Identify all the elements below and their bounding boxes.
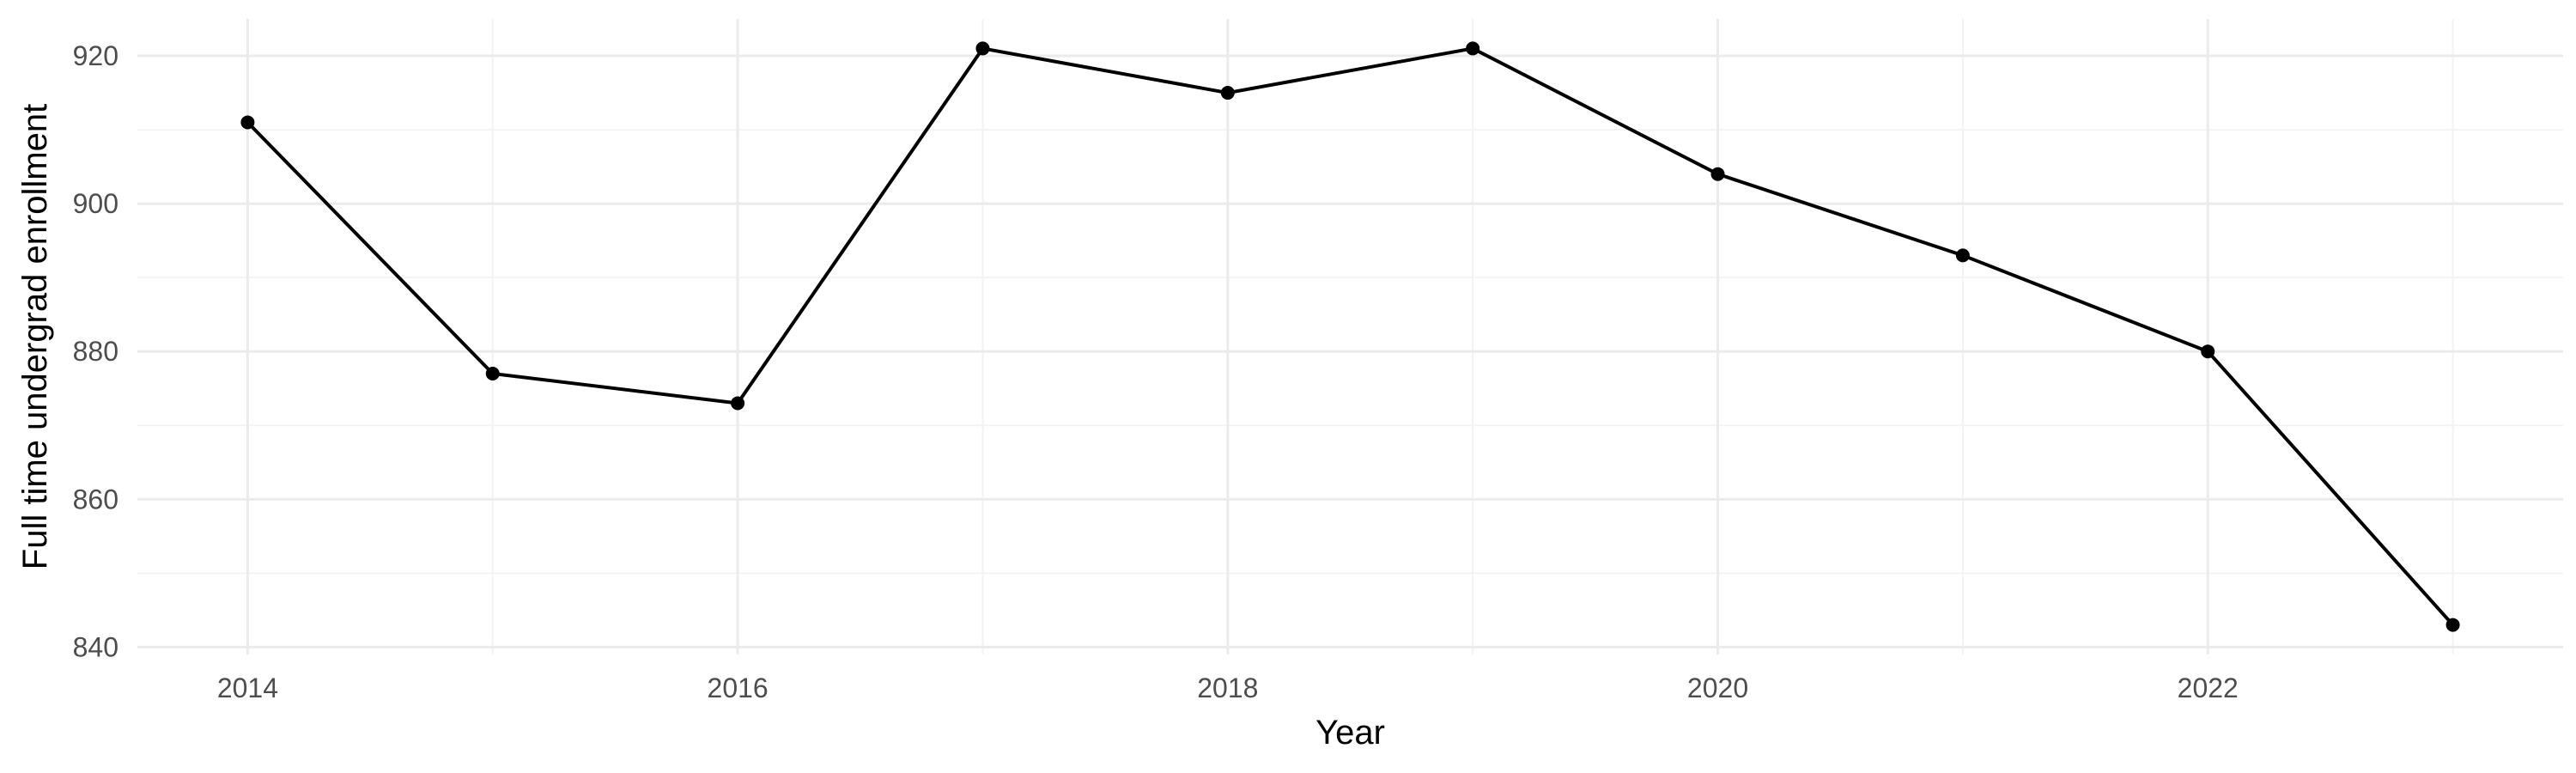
data-point — [1710, 167, 1725, 181]
minor-gridlines — [137, 19, 2563, 654]
y-axis-title: Full time undergrad enrollment — [16, 104, 54, 569]
major-gridlines — [137, 19, 2563, 654]
data-points — [240, 41, 2460, 632]
x-tick-label: 2020 — [1687, 673, 1748, 703]
x-tick-label: 2018 — [1197, 673, 1258, 703]
y-tick-label: 860 — [73, 484, 118, 514]
x-tick-label: 2016 — [708, 673, 769, 703]
y-tick-label: 840 — [73, 631, 118, 662]
data-point — [2445, 618, 2460, 632]
data-point — [1955, 248, 1970, 263]
x-tick-label: 2014 — [217, 673, 278, 703]
data-point — [485, 367, 500, 381]
data-point — [240, 115, 255, 130]
x-axis-ticks: 2014 2016 2018 2020 2022 — [217, 673, 2239, 703]
y-tick-label: 880 — [73, 336, 118, 367]
x-axis-title: Year — [1315, 714, 1385, 752]
data-point — [1220, 86, 1235, 100]
data-point — [975, 41, 990, 56]
data-point — [1466, 41, 1480, 56]
series-line — [246, 46, 2455, 626]
series-group — [246, 46, 2455, 626]
data-point — [2201, 344, 2215, 359]
data-point — [731, 396, 745, 411]
x-tick-label: 2022 — [2178, 673, 2239, 703]
y-axis-ticks: 840 860 880 900 920 — [73, 40, 118, 662]
y-tick-label: 920 — [73, 40, 118, 71]
y-tick-label: 900 — [73, 188, 118, 219]
